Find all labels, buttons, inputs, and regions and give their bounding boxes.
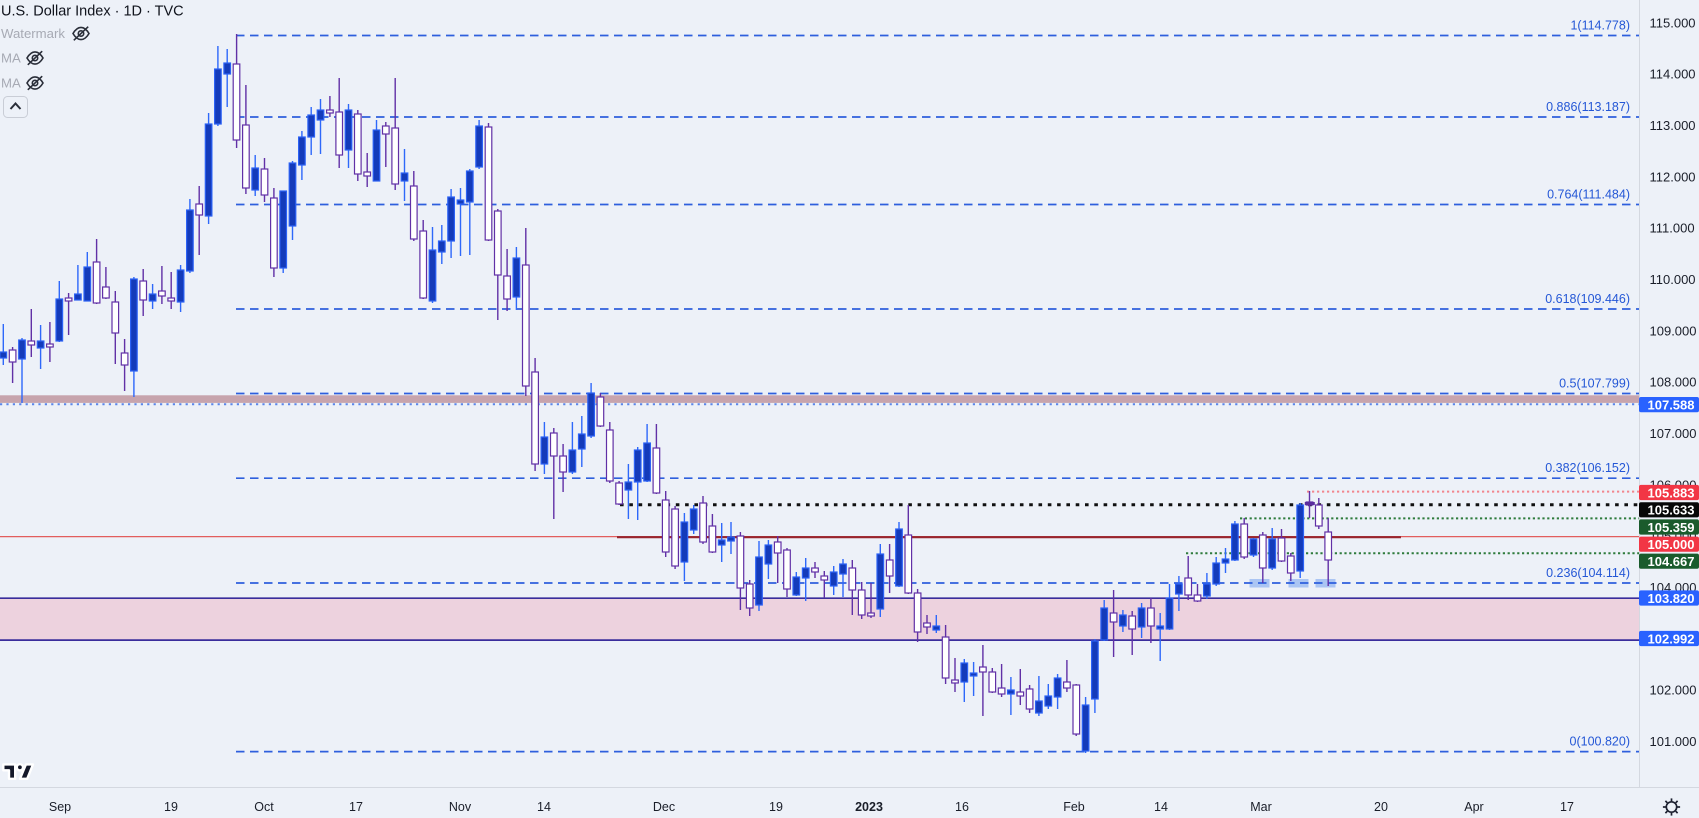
svg-text:MA: MA [1,51,21,66]
svg-text:109.000: 109.000 [1650,323,1697,338]
svg-text:111.000: 111.000 [1650,221,1695,236]
svg-text:102.000: 102.000 [1650,683,1697,698]
svg-text:Apr: Apr [1464,800,1483,814]
svg-text:U.S. Dollar Index · 1D · TVC: U.S. Dollar Index · 1D · TVC [1,4,184,20]
svg-text:108.000: 108.000 [1650,375,1697,390]
svg-text:0.5(107.799): 0.5(107.799) [1559,377,1630,391]
svg-text:104.667: 104.667 [1648,554,1695,569]
svg-text:105.633: 105.633 [1648,503,1695,518]
svg-text:1(114.778): 1(114.778) [1570,19,1630,33]
svg-text:105.883: 105.883 [1648,485,1695,500]
svg-text:20: 20 [1374,800,1388,814]
svg-text:0.764(111.484): 0.764(111.484) [1547,188,1630,202]
svg-text:16: 16 [955,800,969,814]
svg-text:113.000: 113.000 [1650,118,1696,133]
svg-text:0.382(106.152): 0.382(106.152) [1545,461,1630,475]
svg-text:Dec: Dec [653,800,675,814]
svg-text:0.886(113.187): 0.886(113.187) [1546,100,1630,114]
svg-text:Oct: Oct [254,800,274,814]
svg-text:17: 17 [349,800,363,814]
svg-text:102.992: 102.992 [1648,631,1695,646]
svg-text:115.000: 115.000 [1650,15,1696,30]
svg-text:MA: MA [1,76,21,91]
svg-text:101.000: 101.000 [1650,734,1697,749]
svg-text:Feb: Feb [1063,800,1085,814]
svg-text:112.000: 112.000 [1650,169,1696,184]
svg-text:114.000: 114.000 [1650,67,1696,82]
svg-text:107.000: 107.000 [1650,426,1697,441]
svg-text:14: 14 [1154,800,1168,814]
svg-text:Mar: Mar [1250,800,1272,814]
svg-text:Sep: Sep [49,800,71,814]
svg-text:17: 17 [1560,800,1574,814]
svg-text:14: 14 [537,800,551,814]
svg-text:105.359: 105.359 [1648,520,1695,535]
svg-text:0(100.820): 0(100.820) [1570,735,1630,749]
svg-text:105.000: 105.000 [1648,537,1695,552]
svg-text:2023: 2023 [855,800,883,814]
svg-text:107.588: 107.588 [1648,397,1695,412]
svg-text:110.000: 110.000 [1650,272,1696,287]
svg-text:103.820: 103.820 [1648,591,1695,606]
svg-text:Watermark: Watermark [1,26,65,41]
svg-text:19: 19 [164,800,178,814]
svg-text:Nov: Nov [449,800,472,814]
svg-text:19: 19 [769,800,783,814]
svg-text:0.236(104.114): 0.236(104.114) [1546,566,1630,580]
svg-text:0.618(109.446): 0.618(109.446) [1545,292,1630,306]
